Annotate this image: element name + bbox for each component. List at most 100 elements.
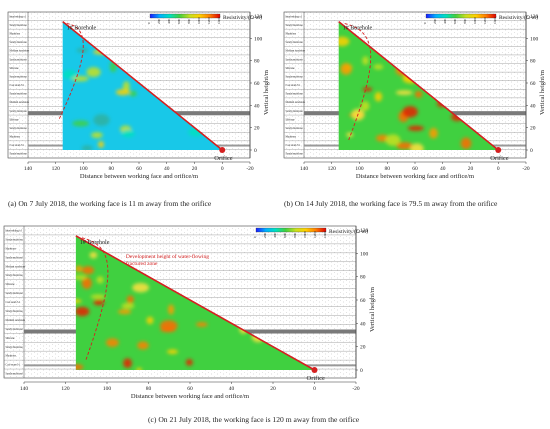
y-tick-label-3: 60: [360, 298, 366, 304]
y-tick-label-5: 100: [360, 251, 369, 257]
orifice-marker: [311, 367, 318, 373]
resistivity-anomaly: [75, 364, 84, 370]
resistivity-anomaly: [166, 349, 179, 355]
strata-label-9: Sandy mudstone: [286, 93, 304, 96]
strata-label-8: Coal seam 3-1: [6, 301, 22, 304]
x-tick-label-5: 40: [440, 166, 446, 172]
x-tick-label-4: 60: [136, 166, 142, 172]
resistivity-anomaly: [126, 295, 134, 304]
resistivity-anomaly: [121, 302, 135, 309]
x-tick-label-7: 0: [313, 386, 316, 392]
strata-label-10: Medium sandstone: [10, 101, 31, 104]
strata-label-7: Sandy mudstone: [10, 75, 28, 78]
x-tick-label-2: 100: [103, 386, 112, 392]
x-tick-label-4: 60: [412, 166, 418, 172]
strata-label-2: Mudstone: [286, 33, 297, 36]
resistivity-anomaly: [75, 275, 87, 280]
colorbar-tick-1: 200: [433, 19, 437, 25]
resistivity-anomaly: [360, 101, 370, 111]
resistivity-anomaly: [75, 299, 82, 304]
strata-label-3: Sandy mudstone: [10, 41, 28, 44]
colorbar-tick-6: 1200: [207, 17, 211, 24]
resistivity-anomaly: [62, 69, 77, 80]
panel-a: Interbedding of Sandy mudstone Mudstone San…: [7, 11, 270, 180]
x-tick-label-0: 140: [20, 386, 29, 392]
resistivity-anomaly: [82, 266, 95, 275]
strata-label-16: Sandy mudstone: [10, 153, 28, 156]
strata-label-13: Sandy mudstone: [6, 346, 24, 349]
resistivity-anomaly: [185, 358, 193, 366]
strata-label-11: Sandy mudstone: [10, 110, 28, 113]
y-tick-label-4: 80: [254, 59, 260, 65]
strata-label-14: Mudstone: [286, 136, 297, 139]
resistivity-anomaly: [362, 56, 369, 66]
strata-label-9: Sandy mudstone: [10, 93, 28, 96]
strata-label-8: Coal seam 3-1: [286, 84, 302, 87]
colorbar-tick-5: 1000: [473, 17, 477, 24]
resistivity-anomaly: [75, 306, 90, 317]
resistivity-anomaly: [402, 106, 418, 118]
resistivity-anomaly: [195, 322, 208, 327]
resistivity-anomaly: [121, 129, 135, 138]
y-axis-label: Vertical height/m: [539, 70, 546, 115]
resistivity-anomaly: [429, 127, 438, 139]
strata-label-16: Sandy mudstone: [6, 373, 24, 376]
y-tick-label-5: 100: [254, 36, 263, 42]
x-axis-label: Distance between working face and orific…: [131, 393, 249, 400]
colorbar-tick-2: 400: [443, 19, 447, 25]
colorbar: [425, 13, 497, 19]
resistivity-anomaly: [385, 134, 401, 146]
caption-a: (a) On 7 July 2018, the working face is …: [8, 199, 212, 208]
borehole-trace: [62, 20, 223, 151]
strata-label-6: Siltstone: [10, 67, 20, 70]
y-tick-label-4: 80: [360, 275, 366, 281]
strata-label-1: Sandy mudstone: [6, 238, 24, 241]
colorbar-tick-3: 600: [283, 233, 287, 239]
colorbar: [149, 13, 221, 19]
x-tick-label-6: 20: [192, 166, 198, 172]
resistivity-anomaly: [76, 47, 88, 53]
strata-label-1: Sandy mudstone: [286, 24, 304, 27]
borehole-label: 1# Borehole: [343, 26, 373, 32]
borehole-trace: [75, 235, 315, 371]
resistivity-anomaly: [91, 132, 103, 139]
resistivity-anomaly: [81, 277, 92, 289]
y-tick-label-2: 40: [360, 321, 366, 327]
resistivity-anomaly: [395, 90, 413, 96]
orifice-label: Orifice: [307, 375, 326, 382]
strata-label-4: Medium sandstone: [10, 50, 31, 53]
x-tick-label-1: 120: [328, 166, 337, 172]
strata-label-7: Sandy mudstone: [286, 75, 304, 78]
x-tick-label-8: -20: [352, 386, 360, 392]
strata-label-2: Mudstone: [10, 33, 21, 36]
resistivity-anomaly: [93, 299, 105, 306]
resistivity-anomaly: [414, 90, 423, 98]
fracture-zone-boundary: [58, 23, 84, 121]
y-axis-label: Vertical height/m: [369, 287, 376, 332]
colorbar-tick-3: 600: [177, 19, 181, 25]
x-tick-label-3: 80: [385, 166, 391, 172]
x-tick-label-4: 60: [187, 386, 193, 392]
x-tick-label-7: 0: [497, 166, 500, 172]
x-tick-label-3: 80: [109, 166, 115, 172]
y-tick-label-6: 120: [360, 228, 369, 234]
resistivity-anomaly: [460, 137, 472, 150]
caption-b: (b) On 14 July 2018, the working face is…: [284, 199, 498, 208]
strata-label-10: Medium sandstone: [286, 101, 307, 104]
y-tick-label-0: 0: [530, 148, 533, 154]
x-tick-label-7: 0: [221, 166, 224, 172]
resistivity-anomaly: [346, 132, 354, 138]
colorbar-tick-7: 1400: [323, 231, 327, 238]
y-tick-label-6: 120: [530, 14, 539, 20]
orifice-marker: [495, 147, 502, 153]
annotation-line-2: fractured zone: [126, 260, 158, 267]
x-tick-label-1: 120: [61, 386, 70, 392]
strata-label-12: Siltstone: [10, 118, 20, 121]
y-tick-label-0: 0: [254, 148, 257, 154]
colorbar-title: Resistivity/(Ω·m): [329, 228, 368, 235]
resistivity-anomaly: [90, 294, 106, 299]
colorbar-tick-6: 1200: [483, 17, 487, 24]
resistivity-anomaly: [115, 89, 130, 96]
strata-label-12: Siltstone: [6, 337, 16, 340]
